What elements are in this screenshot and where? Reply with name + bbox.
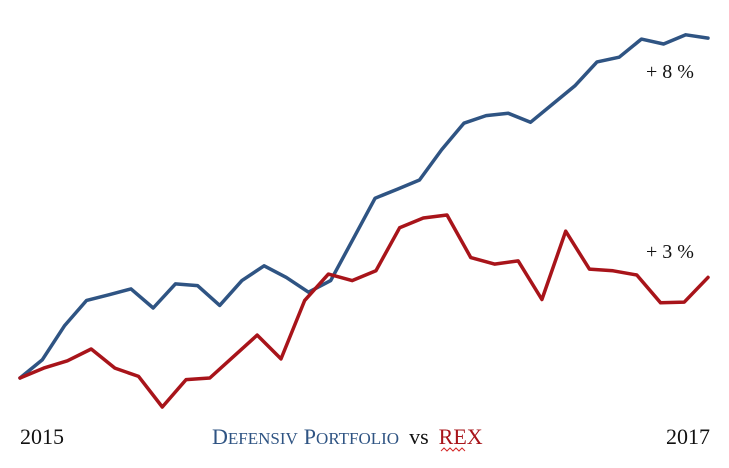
title-part1-initial: D <box>212 424 228 449</box>
series-1-end-label: + 8 % <box>646 61 694 83</box>
series-1-line <box>18 33 710 380</box>
series-2-line <box>18 213 710 409</box>
x-start-label: 2015 <box>20 424 64 449</box>
chart-lines <box>18 33 710 409</box>
chart-title: DEFENSIV PORTFOLIO vs REX <box>212 424 483 449</box>
x-end-label: 2017 <box>666 424 710 449</box>
title-part2-rest: ORTFOLIO <box>316 429 399 448</box>
title-part2-initial: P <box>304 424 316 449</box>
spellcheck-underline <box>440 447 466 452</box>
series-2-end-label: + 3 % <box>646 241 694 263</box>
title-connector: vs <box>409 424 429 449</box>
title-part1-rest: EFENSIV <box>228 429 299 448</box>
title-part3: REX <box>439 424 483 449</box>
